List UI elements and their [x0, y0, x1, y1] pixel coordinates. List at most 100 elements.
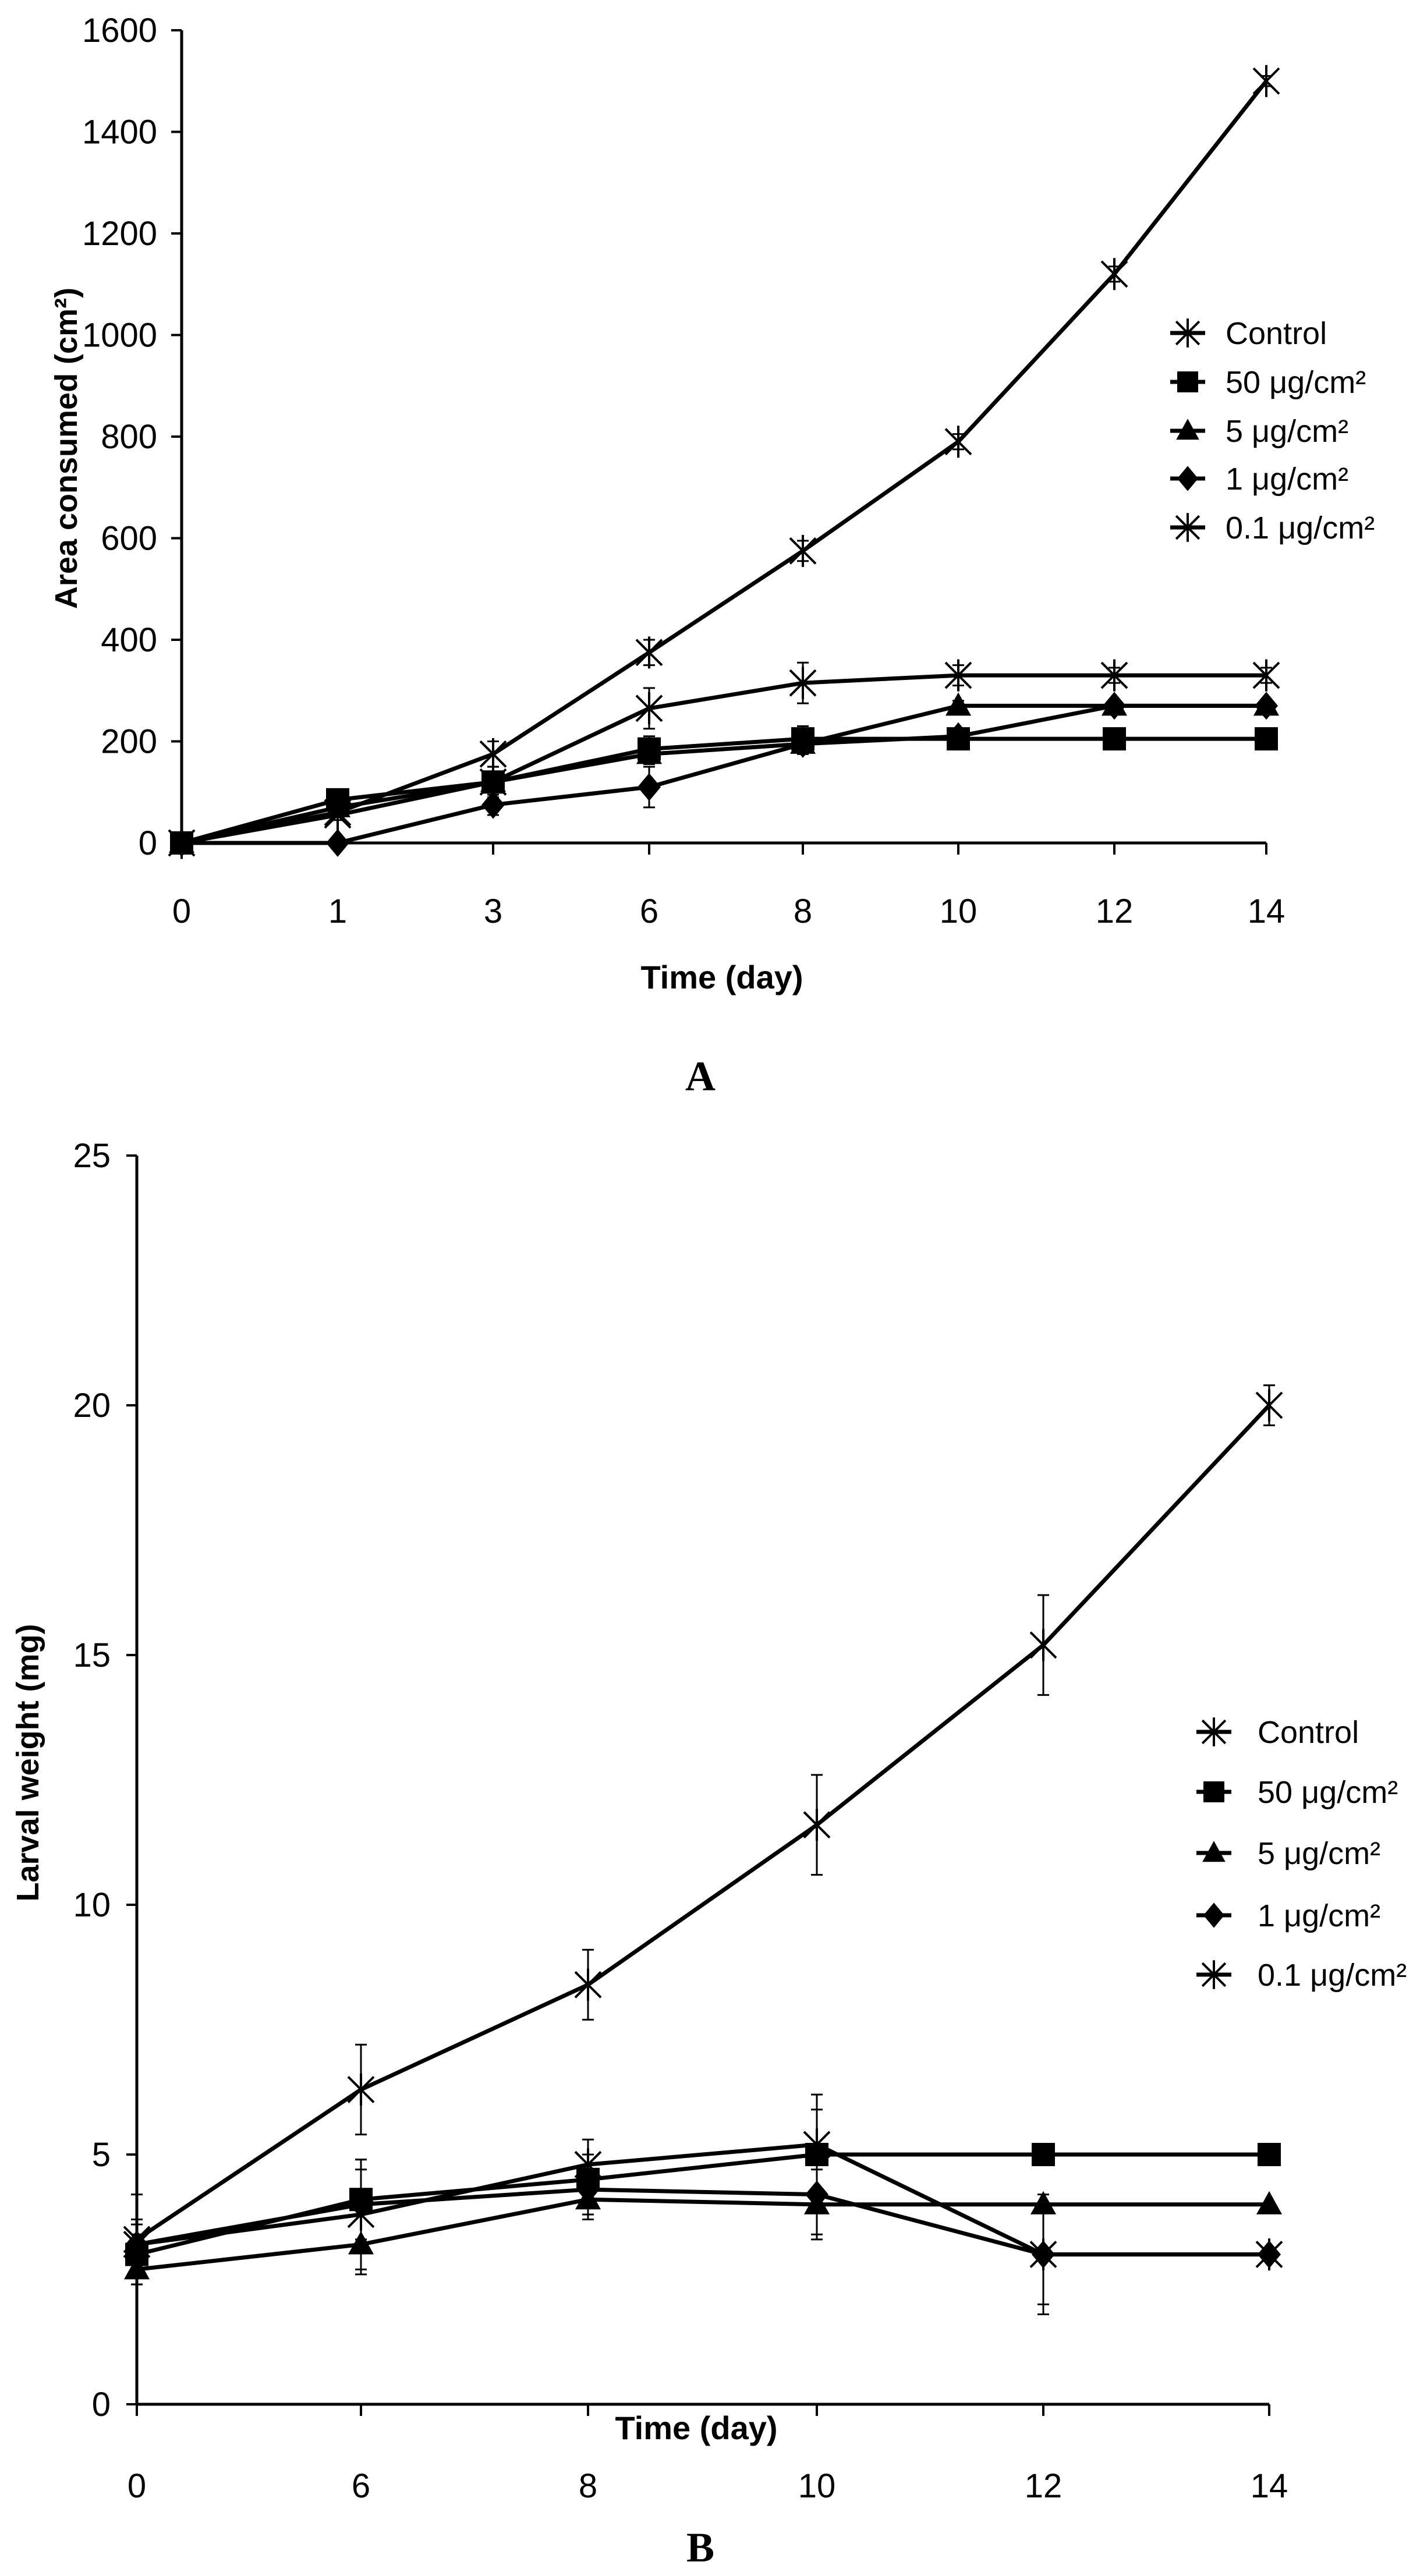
chart-a-y-tick-label: 1400	[82, 114, 157, 151]
chart-a-x-tick-label: 1	[328, 892, 347, 930]
chart-a-data-point	[1255, 692, 1278, 720]
chart-b-x-tick-label: 0	[128, 2467, 146, 2505]
chart-b-y-tick-label: 5	[92, 2136, 111, 2174]
chart-b-data-point	[1029, 2238, 1057, 2271]
chart-b-y-axis-title: Larval weight (mg)	[10, 1624, 45, 1901]
chart-b-y-tick-label: 0	[92, 2386, 111, 2423]
chart-b-y-tick-label: 25	[73, 1137, 111, 1175]
chart-b-legend-marker	[1203, 1902, 1224, 1928]
chart-b-data-point	[1258, 2143, 1281, 2166]
chart-a-data-point	[168, 827, 196, 859]
chart-a-x-axis-title: Time (day)	[640, 959, 803, 995]
chart-a-y-tick-label: 0	[139, 824, 157, 862]
chart-a-series-line	[182, 703, 1266, 845]
chart-a-series-line	[181, 673, 1266, 845]
chart-b-data-point	[1029, 1629, 1057, 1661]
chart-a-series-3	[170, 692, 1278, 857]
chart-a: Area consumed (cm²) Time (day) A 0 200 400…	[49, 12, 1375, 1100]
chart-a-y-tick-label: 200	[101, 723, 157, 761]
chart-b-data-point	[574, 2148, 602, 2181]
chart-a-y-tick-label: 1000	[82, 317, 157, 355]
chart-b-data-point	[803, 2128, 831, 2161]
chart-b-x-tick-label: 12	[1025, 2467, 1063, 2505]
chart-b-series-line	[136, 2142, 1269, 2257]
chart-b-legend-label: Control	[1258, 1715, 1359, 1750]
chart-b-legend-marker	[1203, 1781, 1224, 1802]
chart-b-y-tick-label: 20	[73, 1387, 111, 1425]
chart-b-data-point	[574, 1968, 602, 2001]
chart-b-data-point	[803, 1809, 831, 1841]
chart-a-legend-label: 0.1 μg/cm²	[1226, 511, 1375, 545]
chart-a-legend-label: 5 μg/cm²	[1226, 414, 1348, 449]
chart-b-legend-label: 5 μg/cm²	[1258, 1836, 1380, 1871]
chart-b-legend-marker	[1201, 1960, 1227, 1989]
chart-a-data-point	[1100, 258, 1128, 290]
chart-a-data-point	[1255, 727, 1278, 751]
chart-a-data-point	[1103, 727, 1126, 751]
chart-a-legend: Control 50 μg/cm² 5 μg/cm² 1 μg/cm² 0.1 μg/c…	[1170, 316, 1375, 545]
chart-b-series-line	[136, 1404, 1271, 2241]
chart-b-x-tick-label: 8	[579, 2467, 597, 2505]
chart-b-data-point	[1255, 1389, 1283, 1422]
chart-b-legend-marker	[1202, 1841, 1226, 1862]
chart-a-data-point	[635, 636, 663, 669]
chart-a-data-point	[638, 773, 661, 802]
chart-a-y-tick-label: 800	[101, 418, 157, 456]
chart-b-data-point	[347, 2198, 375, 2231]
chart-a-series-line	[181, 703, 1266, 845]
chart-a-legend-label: 50 μg/cm²	[1226, 365, 1366, 400]
chart-a-y-tick-label: 1200	[82, 215, 157, 253]
chart-a-legend-label: 1 μg/cm²	[1226, 462, 1348, 497]
chart-b-data-point	[1255, 2238, 1283, 2271]
chart-b-series-line	[136, 2152, 1269, 2256]
chart-b-panel-label: B	[686, 2524, 714, 2571]
chart-a-data-point	[789, 667, 817, 699]
chart-b-data-point	[123, 2228, 151, 2260]
chart-b-x-axis-title: Time (day)	[615, 2410, 777, 2446]
chart-a-data-point	[1100, 659, 1128, 692]
chart-a-data-point	[479, 738, 507, 770]
chart-a-x-tick-label: 14	[1248, 892, 1285, 930]
chart-a-y-tick-label: 400	[101, 621, 157, 659]
chart-a-x-tick-label: 10	[940, 892, 978, 930]
chart-a-data-point	[944, 659, 972, 692]
chart-a-series-4	[168, 659, 1280, 859]
chart-a-x-tick-label: 6	[640, 892, 658, 930]
chart-b-x-tick-label: 14	[1251, 2467, 1288, 2505]
chart-a-y-tick-label: 600	[101, 520, 157, 558]
chart-a-data-point	[1252, 65, 1280, 97]
chart-a-legend-marker	[1175, 513, 1200, 542]
chart-a-x-tick-label: 3	[484, 892, 502, 930]
chart-a-data-point	[324, 799, 352, 831]
chart-b-series-4	[123, 2093, 1283, 2305]
chart-a-data-point	[791, 729, 814, 758]
chart-a-data-point	[636, 740, 662, 764]
chart-b-data-point	[1256, 2191, 1282, 2214]
chart-a-y-axis-title: Area consumed (cm²)	[49, 288, 84, 609]
chart-a-legend-marker	[1175, 318, 1200, 348]
chart-b-legend: Control 50 μg/cm² 5 μg/cm² 1 μg/cm² 0.1 μg/c…	[1196, 1715, 1407, 1993]
chart-a-y-tick-label: 1600	[82, 12, 157, 49]
chart-a-series-line	[181, 736, 1266, 845]
chart-b-legend-label: 50 μg/cm²	[1258, 1775, 1398, 1810]
chart-a-legend-label: Control	[1226, 316, 1327, 351]
chart-a-x-tick-label: 12	[1096, 892, 1134, 930]
chart-b-y-tick-label: 15	[73, 1636, 111, 1674]
chart-b-legend-label: 1 μg/cm²	[1258, 1898, 1380, 1933]
chart-a-data-point	[944, 426, 972, 458]
chart-b-x-tick-label: 10	[798, 2467, 836, 2505]
chart-a-legend-marker	[1177, 466, 1198, 491]
chart-a-data-point	[635, 692, 663, 725]
chart-b-x-tick-label: 6	[352, 2467, 370, 2505]
chart-b-data-point	[1032, 2143, 1055, 2166]
chart-b-data-point	[347, 2073, 375, 2106]
chart-a-data-point	[326, 829, 349, 857]
chart-b-series-line	[136, 2197, 1269, 2272]
chart-a-data-point	[945, 692, 971, 716]
chart-a-data-point	[479, 766, 507, 798]
chart-a-data-point	[1252, 659, 1280, 692]
chart-a-x-tick-label: 0	[172, 892, 191, 930]
chart-b-y-tick-label: 10	[73, 1886, 111, 1924]
chart-a-legend-marker	[1177, 371, 1198, 392]
